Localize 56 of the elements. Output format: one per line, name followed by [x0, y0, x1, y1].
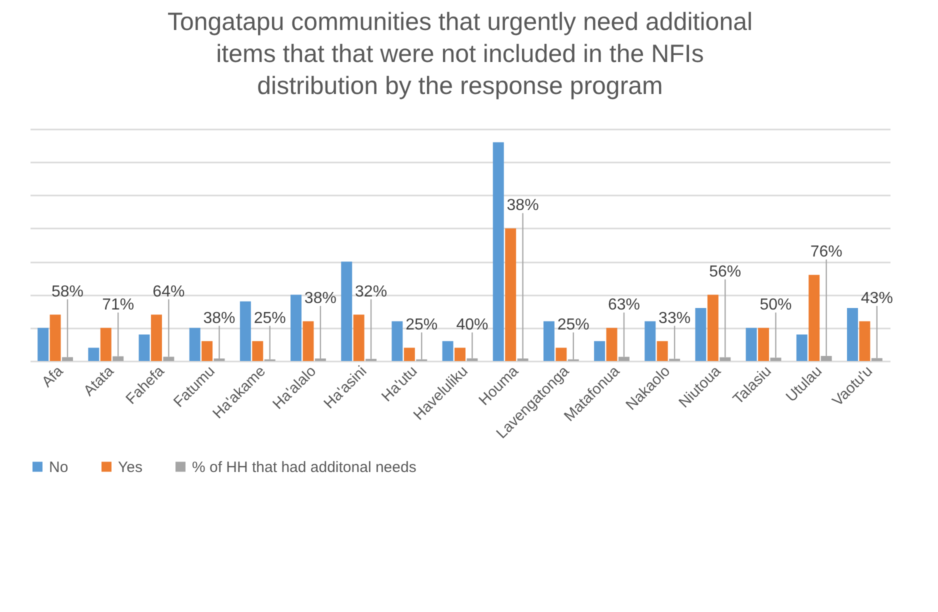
bar: [543, 321, 554, 361]
bar: [88, 348, 100, 361]
bar: [138, 334, 150, 361]
bar: [150, 314, 162, 361]
bar: [644, 321, 656, 361]
data-label: 58%: [51, 283, 84, 300]
bar: [758, 328, 770, 361]
bar: [492, 142, 504, 361]
x-tick-label: Afa: [38, 362, 68, 391]
bar: [341, 262, 352, 361]
bar: [240, 301, 251, 361]
bar: [847, 308, 858, 361]
data-label: 38%: [506, 197, 539, 214]
chart-title: Tongatapu communities that urgently need additional items that that were not included in the NFIs distribution by the response program: [167, 8, 753, 100]
bar: [392, 321, 403, 361]
data-label: 56%: [709, 263, 742, 280]
bar: [442, 341, 454, 361]
data-label: 64%: [152, 283, 185, 300]
data-label: 50%: [760, 296, 792, 314]
data-label: 40%: [456, 316, 488, 334]
bar: [695, 308, 706, 361]
bar: [290, 294, 302, 361]
data-label: 43%: [860, 290, 893, 307]
data-label: 38%: [304, 290, 336, 307]
legend-label: No: [49, 458, 68, 476]
data-label: 63%: [608, 296, 640, 314]
legend-label: % of HH that had additonal needs: [192, 458, 416, 476]
bar: [38, 328, 49, 361]
bar: [796, 334, 808, 361]
bar: [50, 314, 61, 361]
bar: [859, 321, 870, 361]
data-label: 76%: [810, 244, 842, 261]
bar: [353, 314, 364, 361]
bar: [404, 348, 415, 361]
bar: [746, 328, 757, 361]
bar: [707, 294, 718, 361]
bar: [606, 328, 618, 361]
bar: [656, 341, 668, 361]
bar: [454, 348, 466, 361]
bar: [505, 228, 516, 361]
bar: [189, 328, 200, 361]
bar: [302, 321, 314, 361]
data-label: 71%: [102, 296, 134, 314]
bar: [556, 348, 567, 361]
bar: [202, 341, 213, 361]
data-label: 32%: [355, 283, 388, 300]
bar: [594, 341, 606, 361]
bar: [100, 328, 112, 361]
data-label: 33%: [658, 310, 691, 327]
data-label: 25%: [254, 310, 286, 327]
data-label: 25%: [557, 316, 590, 334]
bar: [808, 274, 820, 361]
legend-label: Yes: [118, 458, 142, 476]
data-label: 38%: [203, 310, 236, 327]
data-label: 25%: [406, 316, 438, 334]
bar: [252, 341, 264, 361]
